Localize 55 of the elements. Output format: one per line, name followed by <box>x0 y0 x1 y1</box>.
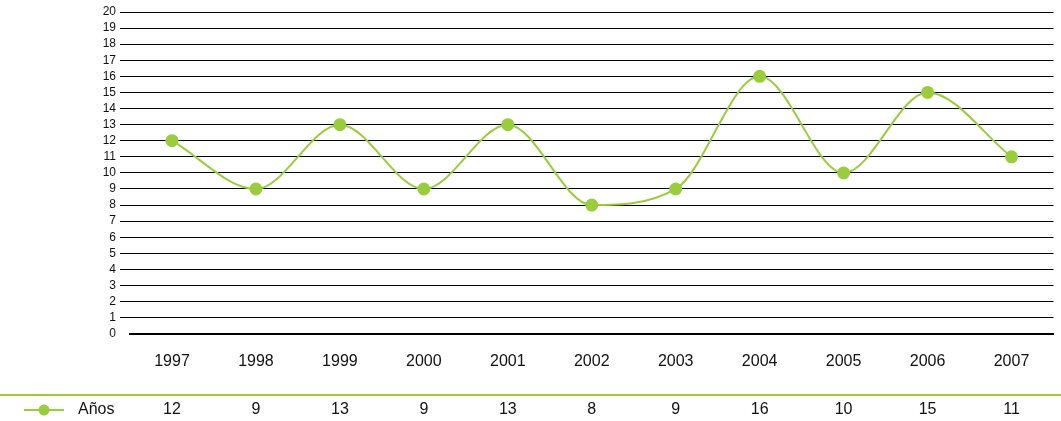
x-tick-label: 2003 <box>657 351 694 369</box>
point <box>837 166 851 180</box>
data-label: 13 <box>498 400 517 418</box>
point <box>501 118 515 132</box>
y-tick-label: 17 <box>102 52 117 67</box>
y-tick-label: 6 <box>109 229 117 244</box>
point <box>417 182 431 196</box>
point <box>165 134 179 148</box>
data-label: 15 <box>918 400 937 418</box>
x-tick-label: 2006 <box>909 351 946 369</box>
y-tick-label: 13 <box>102 116 117 131</box>
data-label: 9 <box>671 400 681 418</box>
point <box>921 85 935 99</box>
x-tick-label: 2000 <box>406 351 442 369</box>
data-label: 13 <box>330 400 349 418</box>
y-tick-label: 0 <box>109 326 117 341</box>
y-tick-label: 3 <box>109 277 117 292</box>
y-tick-label: 7 <box>109 213 117 228</box>
y-tick-label: 2 <box>109 293 117 308</box>
x-tick-label: 1999 <box>322 351 358 369</box>
point <box>585 198 599 212</box>
data-label: 11 <box>1003 400 1020 418</box>
point <box>333 118 347 132</box>
data-label: 16 <box>750 400 769 418</box>
data-label: 10 <box>834 400 853 418</box>
y-tick-label: 14 <box>102 100 117 115</box>
x-tick-label: 2005 <box>825 351 862 369</box>
y-tick-label: 10 <box>102 165 117 180</box>
point <box>669 182 683 196</box>
data-label: 12 <box>163 400 181 418</box>
y-tick-label: 19 <box>102 20 117 35</box>
data-label: 9 <box>419 400 429 418</box>
y-tick-label: 1 <box>109 310 117 325</box>
y-tick-label: 15 <box>102 84 117 99</box>
y-tick-label: 4 <box>109 261 117 276</box>
y-tick-label: 9 <box>109 181 117 196</box>
y-tick-label: 5 <box>109 245 117 260</box>
y-tick-label: 18 <box>102 36 117 51</box>
legend-label: Años <box>78 400 115 418</box>
y-tick-label: 12 <box>102 133 117 148</box>
x-tick-label: 2001 <box>490 351 526 369</box>
data-label: 9 <box>251 400 261 418</box>
y-tick-label: 11 <box>103 149 117 164</box>
x-tick-label: 1998 <box>238 351 274 369</box>
y-tick-label: 20 <box>102 4 117 19</box>
x-tick-label: 2007 <box>993 351 1030 369</box>
data-label: 8 <box>587 400 597 418</box>
point <box>1005 150 1019 164</box>
y-tick-label: 8 <box>109 197 117 212</box>
x-tick-label: 2002 <box>573 351 610 369</box>
x-tick-label: 1997 <box>154 351 190 369</box>
point <box>753 69 767 83</box>
x-tick-label: 2004 <box>741 351 778 369</box>
y-tick-label: 16 <box>102 68 117 83</box>
point <box>249 182 263 196</box>
